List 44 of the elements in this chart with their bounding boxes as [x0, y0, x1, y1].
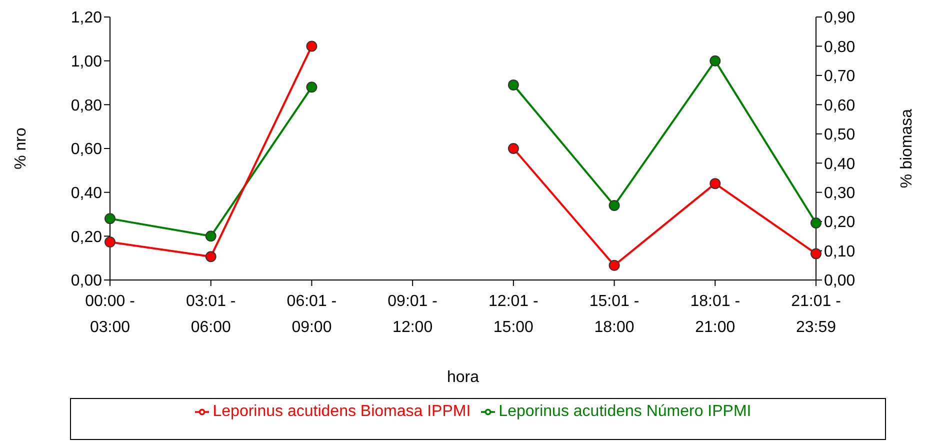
x-tick-label: 21:01 - 23:59 — [791, 293, 841, 336]
point — [306, 82, 318, 93]
x-tick-label: 06:01 - 09:00 — [286, 293, 337, 336]
point — [104, 213, 116, 224]
y2-tick-label: 0,60 — [824, 97, 856, 114]
y2-axis-title: % biomasa — [898, 108, 916, 188]
y2-tick-label: 0,20 — [824, 214, 856, 232]
y2-tick-label: 0,10 — [824, 243, 856, 260]
x-tick-label: 00:00 - 03:00 — [85, 293, 135, 336]
y-tick-label: 0,40 — [70, 185, 102, 202]
y-tick-label: 1,20 — [70, 10, 102, 27]
x-tick-label: 18:01 - 21:00 — [690, 293, 740, 336]
y2-tick-label: 0,70 — [824, 68, 856, 86]
y-axis-title: % nro — [12, 128, 30, 170]
point — [710, 178, 721, 190]
x-tick-label: 15:01 - 18:00 — [589, 293, 640, 336]
point — [205, 230, 216, 242]
x-tick-label: 12:01 - 15:00 — [488, 293, 538, 336]
point — [508, 143, 519, 154]
y-tick-label: 0,00 — [70, 272, 102, 290]
y-tick-label: 0,20 — [70, 228, 102, 246]
legend-label: Leporinus acutidens Número IPPMI — [498, 403, 752, 420]
legend-label: Leporinus acutidens Biomasa IPPMI — [212, 403, 471, 420]
point — [608, 260, 620, 271]
point — [810, 218, 822, 229]
y2-tick-label: 0,40 — [824, 156, 856, 173]
y2-tick-label: 0,90 — [824, 10, 856, 27]
y-tick-label: 0,60 — [70, 141, 102, 158]
point — [104, 236, 116, 248]
y2-tick-label: 0,30 — [824, 185, 856, 202]
point — [508, 79, 519, 90]
point — [710, 55, 721, 66]
y-tick-label: 1,00 — [70, 54, 102, 71]
x-axis-title: hora — [446, 369, 480, 386]
point — [306, 40, 318, 52]
point — [810, 248, 822, 260]
y2-tick-label: 0,80 — [824, 38, 856, 56]
x-tick-label: 09:01 - 12:00 — [388, 293, 438, 336]
y-tick-label: 0,80 — [70, 97, 102, 114]
y2-tick-label: 0,50 — [824, 126, 856, 144]
point — [608, 200, 620, 211]
x-tick-label: 03:01 - 06:00 — [186, 293, 236, 336]
y2-tick-label: 0,00 — [824, 272, 856, 290]
point — [205, 251, 216, 262]
